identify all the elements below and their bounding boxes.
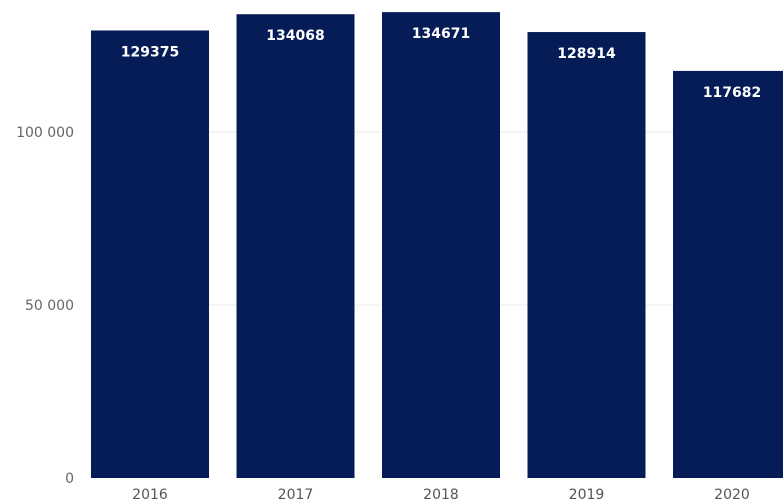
bar-2018 [382, 12, 500, 479]
x-axis: 2016 2017 2018 2019 2020 [132, 487, 750, 503]
data-label-2017: 134068 [266, 28, 324, 44]
x-tick-label-2019: 2019 [569, 487, 605, 503]
bar-2020 [673, 70, 783, 478]
bars [91, 12, 783, 479]
x-tick-label-2018: 2018 [423, 487, 459, 503]
data-labels: 129375 134068 134671 128914 117682 [121, 26, 761, 101]
y-tick-label-0: 0 [65, 471, 74, 487]
data-label-2018: 134671 [412, 26, 470, 42]
x-tick-label-2017: 2017 [278, 487, 314, 503]
bar-2019 [527, 32, 646, 479]
bar-2017 [236, 14, 355, 478]
data-label-2020: 117682 [703, 85, 761, 101]
y-tick-label-2: 100 000 [16, 125, 74, 141]
y-tick-label-1: 50 000 [25, 298, 74, 314]
data-label-2019: 128914 [557, 46, 616, 62]
bar-2016 [91, 30, 209, 478]
x-tick-label-2016: 2016 [132, 487, 168, 503]
y-axis: 0 50 000 100 000 [16, 125, 74, 487]
data-label-2016: 129375 [121, 44, 179, 60]
x-tick-label-2020: 2020 [714, 487, 750, 503]
